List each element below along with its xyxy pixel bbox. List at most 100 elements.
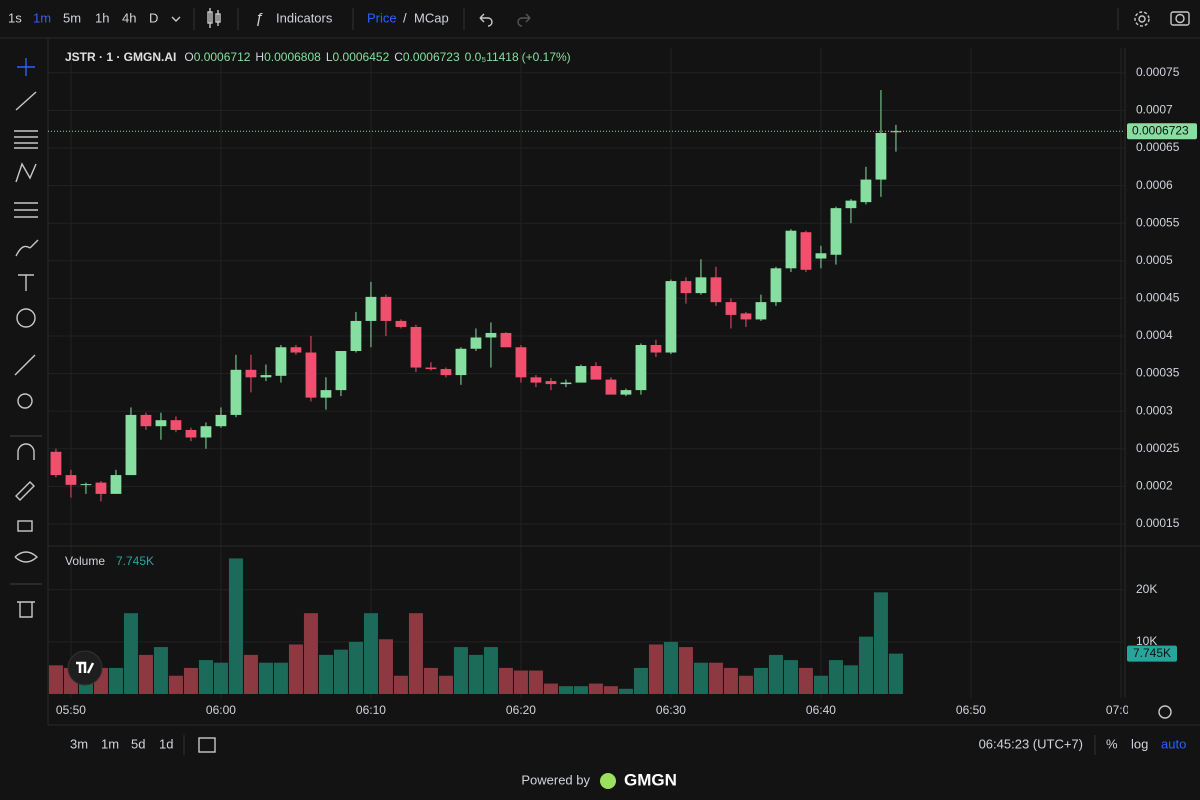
undo[interactable]	[479, 13, 493, 27]
candle-body	[530, 377, 542, 383]
crosshair[interactable]	[17, 58, 35, 76]
volume-bar	[438, 675, 453, 694]
trash[interactable]	[17, 601, 35, 618]
candle-body	[470, 337, 482, 349]
projection[interactable]	[14, 202, 38, 218]
last-volume-label: 7.745K	[1133, 646, 1171, 660]
y-tick-label: 0.00045	[1136, 291, 1180, 305]
ohlc-value: 0.0006808	[264, 50, 321, 64]
volume-bar	[603, 686, 618, 694]
zoom[interactable]	[17, 393, 33, 409]
interval[interactable]: 1h	[95, 10, 109, 25]
y-tick-label: 0.00075	[1136, 65, 1180, 79]
candle-body	[380, 296, 392, 321]
candle-body	[860, 179, 872, 203]
calendar[interactable]	[198, 737, 216, 753]
candle-body	[815, 253, 827, 259]
volume-bar	[408, 613, 423, 694]
pattern[interactable]	[15, 162, 37, 183]
range[interactable]: 1d	[159, 736, 173, 751]
ruler[interactable]	[14, 354, 36, 376]
legend: JSTR · 1 · GMGN.AI O0.0006712 H0.0006808 L0…	[65, 50, 571, 64]
range[interactable]: 3m	[70, 736, 88, 751]
fib[interactable]	[14, 130, 38, 149]
y-tick-label: 0.0007	[1136, 103, 1173, 117]
volume-bar	[528, 670, 543, 694]
auto-toggle[interactable]: auto	[1161, 736, 1186, 751]
interval[interactable]: 5m	[63, 10, 81, 25]
lock[interactable]	[17, 520, 33, 532]
volume-bar	[468, 654, 483, 694]
emoji[interactable]	[16, 308, 36, 328]
interval[interactable]: 4h	[122, 10, 136, 25]
candle-body	[80, 484, 92, 486]
candle-body	[170, 420, 182, 430]
volume-bar	[573, 686, 588, 694]
volume-bar	[753, 667, 768, 694]
volume-bar	[558, 686, 573, 694]
interval[interactable]: 1m	[33, 10, 51, 25]
candle-body	[665, 281, 677, 353]
volume-bar	[288, 644, 303, 694]
eye[interactable]	[14, 551, 39, 563]
volume-bar	[843, 665, 858, 694]
candle-body	[695, 277, 707, 294]
volume-bar	[678, 647, 693, 694]
percent-toggle[interactable]: %	[1106, 736, 1118, 751]
interval[interactable]: D	[149, 10, 158, 25]
volume-bar	[798, 667, 813, 694]
candle-body	[260, 375, 272, 378]
volume-bar	[243, 654, 258, 694]
volume-bar	[273, 662, 288, 694]
tv-logo[interactable]	[67, 650, 103, 686]
plot: 05:50 06:00 06:10 06:20 06:30 06:40 06:50 07:00…	[0, 37, 1200, 726]
candle-body	[335, 351, 347, 391]
ohlc-prefix: C	[394, 50, 403, 64]
camera[interactable]	[1170, 11, 1190, 26]
chevron[interactable]	[171, 16, 181, 22]
text-tool[interactable]	[18, 274, 34, 291]
indicators[interactable]: Indicators	[276, 10, 333, 25]
price-toggle[interactable]: Price	[367, 10, 397, 25]
candle-body	[770, 268, 782, 303]
log-toggle[interactable]: log	[1131, 736, 1148, 751]
volume-bar	[198, 660, 213, 694]
mcap-toggle[interactable]: MCap	[414, 10, 449, 25]
ohlc-value: 0.0006712	[194, 50, 251, 64]
bottom-toolbar: 3m 1m 5d 1d 06:45:23 (UTC+7) % log auto	[70, 705, 1186, 755]
candle-icon[interactable]	[207, 8, 221, 28]
interval[interactable]: 1s	[8, 10, 22, 25]
volume-bar	[303, 613, 318, 694]
x-tick-label: 06:10	[356, 703, 386, 717]
fx-icon[interactable]: ƒ	[255, 10, 263, 27]
volume-bar	[888, 653, 903, 694]
lock-draw[interactable]	[15, 481, 35, 501]
candle-body	[215, 414, 227, 427]
y-tick-label: 0.00025	[1136, 441, 1180, 455]
axis-settings[interactable]	[1158, 705, 1172, 719]
settings[interactable]	[1134, 11, 1150, 27]
magnet[interactable]	[17, 443, 35, 460]
candle-body	[605, 379, 617, 395]
volume-bar	[453, 647, 468, 694]
volume-bar	[333, 649, 348, 694]
candle-body	[785, 230, 797, 269]
brand-logo	[600, 773, 616, 789]
candle-body	[515, 347, 527, 378]
range[interactable]: 5d	[131, 736, 145, 751]
brush[interactable]	[15, 239, 39, 257]
candle-body	[800, 232, 812, 270]
volume-bar	[213, 662, 228, 694]
trend-line[interactable]	[15, 91, 37, 111]
volume-bar	[543, 683, 558, 694]
volume-bar	[858, 636, 873, 694]
volume-bar	[708, 662, 723, 694]
ohlc-prefix: L	[326, 50, 333, 64]
volume-bar	[48, 665, 63, 694]
settings-core	[1138, 15, 1146, 23]
redo[interactable]	[517, 13, 531, 27]
y-tick-label: 0.0002	[1136, 479, 1173, 493]
volume-bar	[168, 675, 183, 694]
range[interactable]: 1m	[101, 736, 119, 751]
powered-by: Powered by	[521, 772, 590, 787]
